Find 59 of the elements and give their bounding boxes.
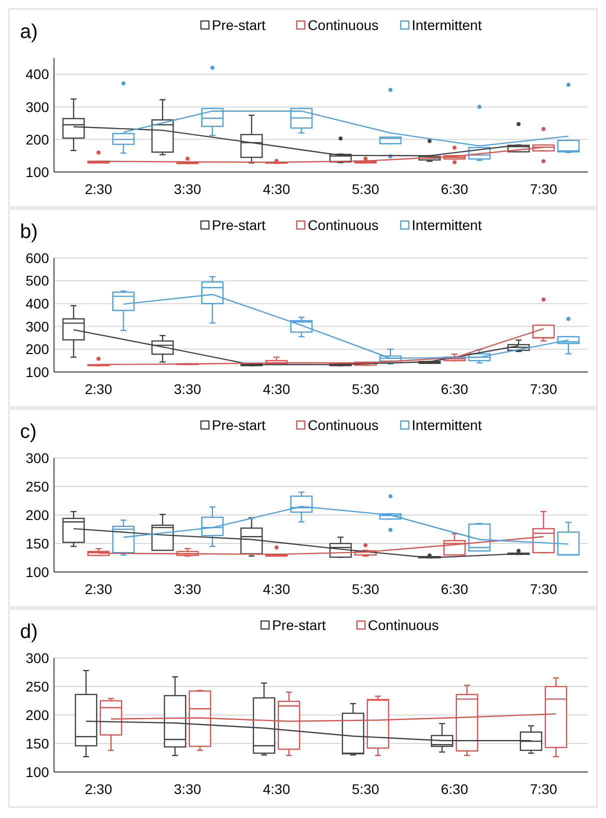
y-tick-label: 100 xyxy=(26,564,50,580)
legend-label: Intermittent xyxy=(412,217,482,233)
x-tick-label: 3:30 xyxy=(174,581,202,597)
y-tick-label: 200 xyxy=(26,131,50,148)
x-tick-label: 7:30 xyxy=(530,381,558,397)
y-tick-label: 250 xyxy=(26,478,50,494)
x-tick-label: 5:30 xyxy=(352,781,380,797)
x-tick-label: 7:30 xyxy=(530,181,558,197)
y-tick-label: 300 xyxy=(26,650,50,666)
y-tick-label: 200 xyxy=(26,706,50,723)
x-tick-label: 3:30 xyxy=(174,781,202,797)
y-tick-label: 100 xyxy=(26,364,50,380)
x-tick-label: 5:30 xyxy=(352,181,380,197)
legend-label: Intermittent xyxy=(412,417,482,433)
y-tick-label: 300 xyxy=(26,450,50,466)
x-tick-label: 6:30 xyxy=(440,781,468,797)
x-tick-label: 5:30 xyxy=(352,381,380,397)
x-tick-label: 3:30 xyxy=(174,381,202,397)
y-tick-label: 400 xyxy=(26,296,50,312)
y-tick-label: 100 xyxy=(26,164,50,180)
y-tick-label: 300 xyxy=(26,318,50,334)
x-tick-label: 2:30 xyxy=(84,181,112,197)
legend-label: Continuous xyxy=(308,17,379,33)
y-tick-label: 200 xyxy=(26,341,50,358)
y-tick-label: 300 xyxy=(26,98,50,115)
x-tick-label: 2:30 xyxy=(84,581,112,597)
x-tick-label: 2:30 xyxy=(84,781,112,797)
x-tick-label: 3:30 xyxy=(174,181,202,197)
chart-title: d) xyxy=(20,621,38,643)
x-tick-label: 6:30 xyxy=(440,381,468,397)
chart-title: a) xyxy=(20,21,38,43)
x-tick-label: 7:30 xyxy=(530,781,558,797)
legend-label: Pre-start xyxy=(212,417,266,433)
legend-label: Pre-start xyxy=(272,617,326,633)
chart-title: b) xyxy=(20,221,38,243)
y-tick-label: 150 xyxy=(26,735,50,752)
x-tick-label: 6:30 xyxy=(440,581,468,597)
y-tick-label: 200 xyxy=(26,506,50,523)
x-tick-label: 4:30 xyxy=(262,581,290,597)
chart-title: c) xyxy=(20,421,37,443)
y-tick-label: 400 xyxy=(26,66,50,82)
x-tick-label: 2:30 xyxy=(84,381,112,397)
x-tick-label: 4:30 xyxy=(262,381,290,397)
x-tick-label: 4:30 xyxy=(262,181,290,197)
x-tick-label: 5:30 xyxy=(352,581,380,597)
legend-label: Pre-start xyxy=(212,217,266,233)
y-tick-label: 600 xyxy=(26,250,50,266)
x-tick-label: 7:30 xyxy=(530,581,558,597)
legend-label: Continuous xyxy=(308,217,379,233)
legend-label: Continuous xyxy=(308,417,379,433)
legend-label: Pre-start xyxy=(212,17,266,33)
legend-label: Continuous xyxy=(368,617,439,633)
y-tick-label: 250 xyxy=(26,678,50,694)
legend-label: Intermittent xyxy=(412,17,482,33)
x-tick-label: 4:30 xyxy=(262,781,290,797)
y-tick-label: 150 xyxy=(26,535,50,552)
x-tick-label: 6:30 xyxy=(440,181,468,197)
y-tick-label: 500 xyxy=(26,272,50,289)
y-tick-label: 100 xyxy=(26,764,50,780)
